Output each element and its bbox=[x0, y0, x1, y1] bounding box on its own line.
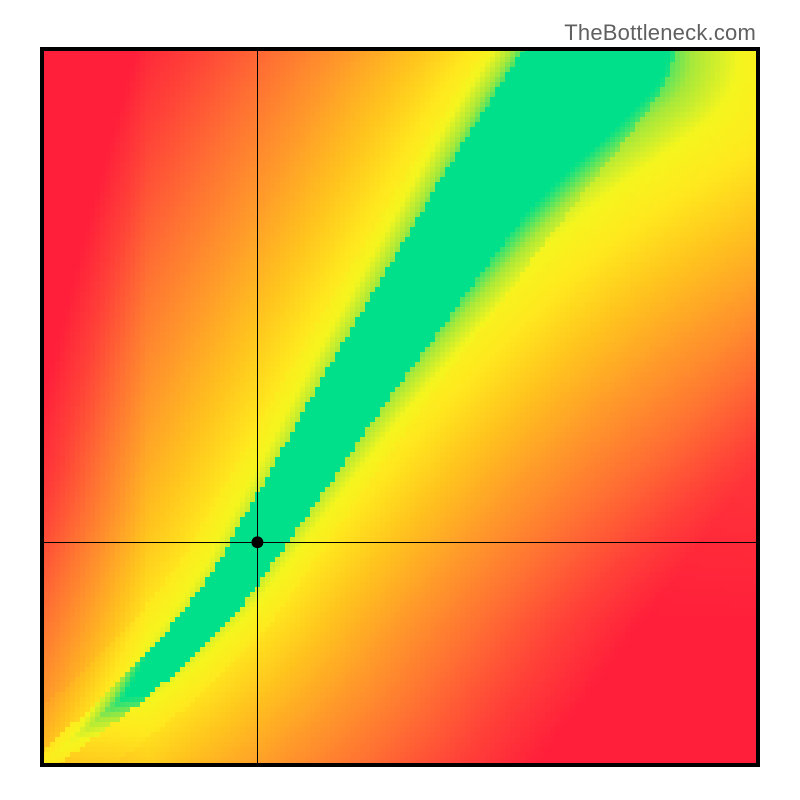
stage: TheBottleneck.com bbox=[0, 0, 800, 800]
bottleneck-heatmap bbox=[40, 47, 760, 767]
watermark-text: TheBottleneck.com bbox=[564, 20, 756, 46]
